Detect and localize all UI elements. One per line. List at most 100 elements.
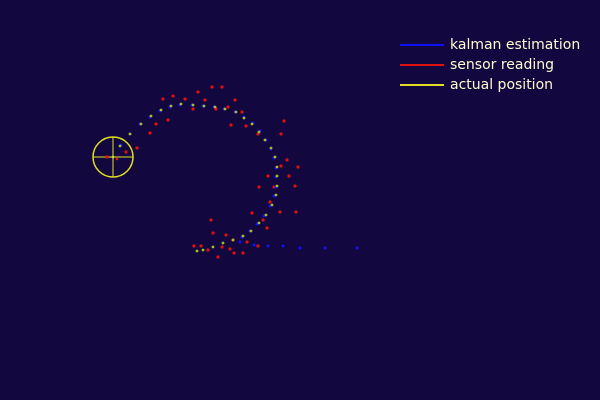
actual-position-point [202,104,206,108]
sensor-reading-point [171,94,175,98]
sensor-reading-point [196,90,200,94]
legend-label-kalman: kalman estimation [450,37,581,53]
actual-position-point [275,184,279,188]
sensor-reading-point [294,210,298,214]
sensor-reading-point [166,118,170,122]
actual-position-point [264,213,268,217]
sensor-reading-point [209,218,213,222]
sensor-reading-point [216,255,220,259]
actual-position-point [201,248,205,252]
sensor-reading-point [161,97,165,101]
actual-position-point [139,122,143,126]
sensor-reading-point [206,248,210,252]
actual-position-point [269,146,273,150]
actual-position-point [275,174,279,178]
sensor-reading-point [135,146,139,150]
sensor-reading-point [192,244,196,248]
sensor-reading-point [105,155,109,159]
actual-position-point [221,241,225,245]
legend-item-sensor: sensor reading [400,55,595,75]
actual-position-point [149,114,153,118]
actual-position-point [241,234,245,238]
sensor-reading-point [183,97,187,101]
sensor-reading-point [220,85,224,89]
kalman-estimation-layer [111,103,359,250]
actual-position-layer [111,102,279,253]
legend-swatch-kalman [400,44,444,46]
sensor-reading-point [154,122,158,126]
sensor-reading-point [240,110,244,114]
target-marker [92,136,134,178]
sensor-reading-point [232,251,236,255]
actual-position-point [270,203,274,207]
sensor-reading-point [115,157,119,161]
actual-position-point [250,122,254,126]
actual-position-point [231,238,235,242]
sensor-reading-point [287,174,291,178]
sensor-reading-point [199,244,203,248]
sensor-reading-point [278,210,282,214]
sensor-reading-point [256,244,260,248]
sensor-reading-point [211,231,215,235]
kalman-estimation-point [252,243,256,247]
actual-position-point [169,104,173,108]
sensor-reading-point [224,233,228,237]
legend-swatch-sensor [400,64,444,66]
actual-position-point [257,221,261,225]
kalman-estimation-point [355,246,359,250]
sensor-reading-point [241,251,245,255]
legend-label-sensor: sensor reading [450,57,555,73]
actual-position-point [211,245,215,249]
actual-position-point [195,249,199,253]
actual-position-point [275,165,279,169]
actual-position-point [213,105,217,109]
actual-position-point [273,155,277,159]
legend: kalman estimation sensor reading actual … [400,35,595,95]
sensor-reading-point [244,124,248,128]
sensor-reading-point [257,185,261,189]
actual-position-point [234,110,238,114]
sensor-reading-point [282,119,286,123]
sensor-reading-point [265,226,269,230]
actual-position-point [159,108,163,112]
actual-position-point [274,193,278,197]
kalman-estimation-point [323,246,327,250]
legend-label-actual: actual position [450,77,554,93]
actual-position-point [242,116,246,120]
sensor-reading-point [203,98,207,102]
actual-position-point [223,107,227,111]
sensor-reading-point [226,105,230,109]
actual-position-point [118,144,122,148]
sensor-reading-point [229,123,233,127]
sensor-reading-point [268,200,272,204]
sensor-reading-point [220,245,224,249]
sensor-reading-point [233,98,237,102]
kalman-estimation-point [238,240,242,244]
kalman-estimation-point [298,246,302,250]
sensor-reading-point [191,107,195,111]
actual-position-point [179,102,183,106]
sensor-reading-point [228,247,232,251]
sensor-reading-point [279,164,283,168]
sensor-reading-point [293,184,297,188]
actual-position-point [249,229,253,233]
sensor-reading-point [250,211,254,215]
sensor-reading-point [261,218,265,222]
sensor-reading-point [266,174,270,178]
actual-position-point [257,130,261,134]
kalman-estimation-point [281,244,285,248]
sensor-reading-point [279,132,283,136]
sensor-reading-point [210,85,214,89]
actual-position-point [263,138,267,142]
actual-position-point [191,103,195,107]
actual-position-point [128,132,132,136]
sensor-reading-point [285,158,289,162]
legend-item-actual: actual position [400,75,595,95]
legend-item-kalman: kalman estimation [400,35,595,55]
legend-swatch-actual [400,84,444,86]
sensor-reading-point [245,240,249,244]
sensor-reading-point [148,131,152,135]
sensor-reading-layer [105,85,300,259]
